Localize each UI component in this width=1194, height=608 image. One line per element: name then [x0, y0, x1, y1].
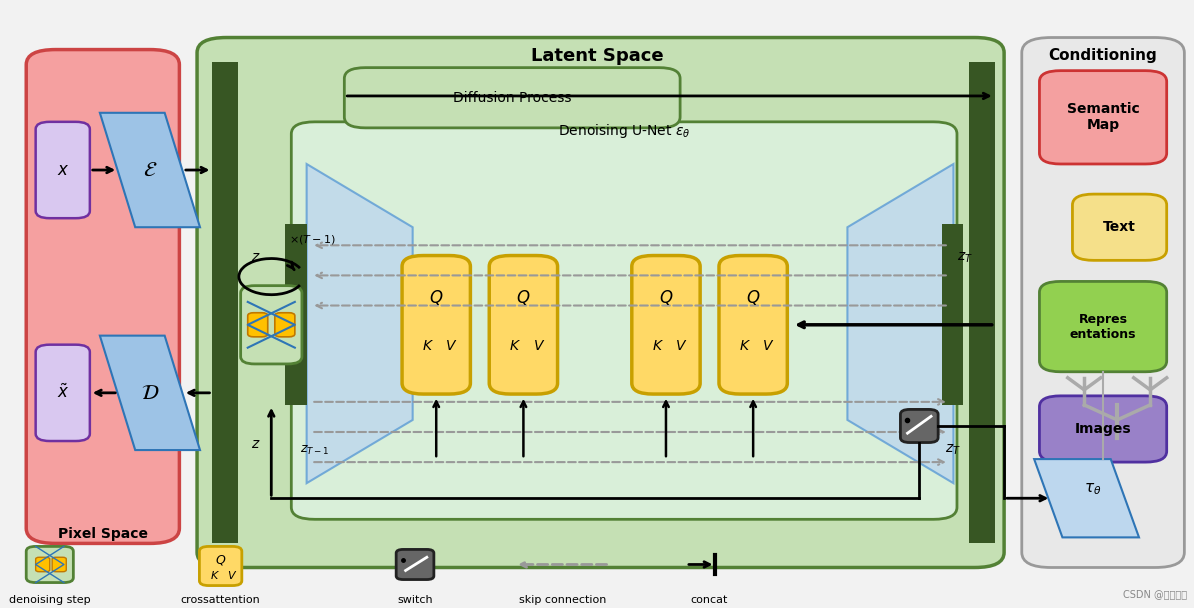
Text: crossattention: crossattention: [180, 595, 260, 604]
Text: $V$: $V$: [533, 339, 544, 353]
Text: $V$: $V$: [227, 569, 238, 581]
FancyBboxPatch shape: [1040, 282, 1167, 371]
FancyBboxPatch shape: [1072, 194, 1167, 260]
Bar: [968, 61, 995, 544]
FancyBboxPatch shape: [36, 345, 90, 441]
Text: $\tilde{x}$: $\tilde{x}$: [56, 384, 69, 402]
FancyBboxPatch shape: [197, 38, 1004, 567]
Polygon shape: [307, 164, 413, 483]
FancyBboxPatch shape: [26, 547, 73, 582]
Text: $z$: $z$: [251, 437, 260, 451]
FancyBboxPatch shape: [1040, 396, 1167, 462]
FancyBboxPatch shape: [241, 286, 302, 364]
FancyBboxPatch shape: [1040, 71, 1167, 164]
FancyBboxPatch shape: [199, 547, 242, 586]
FancyBboxPatch shape: [36, 122, 90, 218]
Bar: [285, 224, 307, 405]
Text: Images: Images: [1075, 422, 1132, 436]
Bar: [942, 224, 962, 405]
Text: Latent Space: Latent Space: [531, 47, 664, 64]
FancyBboxPatch shape: [1022, 38, 1184, 567]
Text: $z_{T-1}$: $z_{T-1}$: [300, 443, 330, 457]
Text: $V$: $V$: [675, 339, 688, 353]
Text: $K$: $K$: [509, 339, 521, 353]
Text: $\mathcal{D}$: $\mathcal{D}$: [141, 383, 159, 403]
Polygon shape: [100, 113, 201, 227]
Polygon shape: [1034, 459, 1139, 537]
FancyBboxPatch shape: [402, 255, 470, 394]
Text: Conditioning: Conditioning: [1048, 48, 1157, 63]
Polygon shape: [100, 336, 201, 450]
Text: $K$: $K$: [421, 339, 433, 353]
FancyBboxPatch shape: [36, 558, 50, 572]
Text: switch: switch: [398, 595, 433, 604]
Text: Pixel Space: Pixel Space: [57, 527, 148, 541]
Text: Repres
entations: Repres entations: [1070, 313, 1137, 340]
FancyBboxPatch shape: [344, 67, 681, 128]
Text: $z$: $z$: [251, 250, 260, 264]
Text: $z_T$: $z_T$: [946, 443, 961, 457]
FancyBboxPatch shape: [490, 255, 558, 394]
FancyBboxPatch shape: [275, 313, 295, 337]
FancyBboxPatch shape: [26, 50, 179, 544]
FancyBboxPatch shape: [900, 409, 938, 443]
Text: $Q$: $Q$: [516, 288, 530, 307]
Text: $K$: $K$: [739, 339, 751, 353]
Text: Denoising U-Net $\epsilon_\theta$: Denoising U-Net $\epsilon_\theta$: [559, 122, 691, 140]
Text: denoising step: denoising step: [10, 595, 91, 604]
Text: $\times(T-1)$: $\times(T-1)$: [289, 233, 336, 246]
Text: CSDN @楚沐向阳: CSDN @楚沐向阳: [1122, 589, 1187, 599]
Text: Text: Text: [1103, 220, 1135, 234]
FancyBboxPatch shape: [53, 558, 67, 572]
Text: $Q$: $Q$: [215, 553, 227, 567]
Text: $\mathcal{E}$: $\mathcal{E}$: [142, 160, 158, 180]
Text: $Q$: $Q$: [746, 288, 761, 307]
Bar: [213, 61, 239, 544]
FancyBboxPatch shape: [291, 122, 956, 519]
Text: $z_T$: $z_T$: [956, 250, 973, 264]
FancyBboxPatch shape: [719, 255, 787, 394]
Text: $V$: $V$: [762, 339, 775, 353]
Text: Semantic
Map: Semantic Map: [1066, 102, 1139, 133]
Text: skip connection: skip connection: [518, 595, 607, 604]
Text: $K$: $K$: [652, 339, 664, 353]
Text: $Q$: $Q$: [429, 288, 443, 307]
Text: $Q$: $Q$: [659, 288, 673, 307]
Text: $\tau_\theta$: $\tau_\theta$: [1084, 482, 1101, 497]
Text: Diffusion Process: Diffusion Process: [453, 91, 572, 105]
Text: $V$: $V$: [445, 339, 457, 353]
Polygon shape: [848, 164, 954, 483]
Text: concat: concat: [691, 595, 728, 604]
FancyBboxPatch shape: [247, 313, 267, 337]
Text: $x$: $x$: [56, 161, 69, 179]
Text: $K$: $K$: [210, 569, 220, 581]
FancyBboxPatch shape: [396, 550, 433, 579]
FancyBboxPatch shape: [632, 255, 700, 394]
